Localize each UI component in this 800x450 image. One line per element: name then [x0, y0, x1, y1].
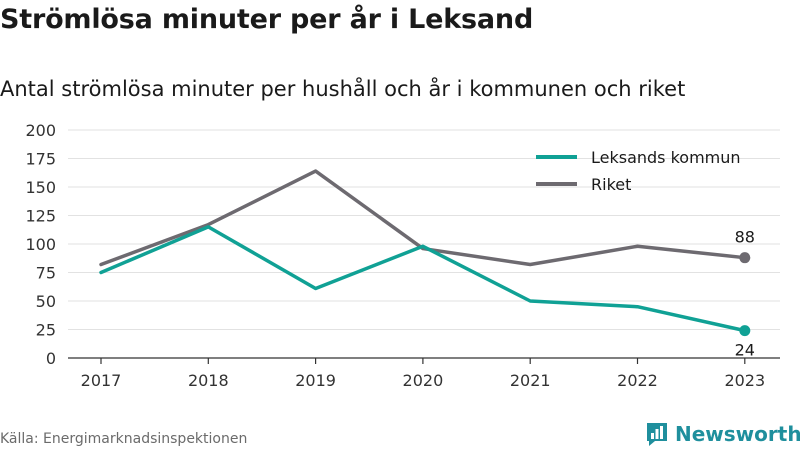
y-tick-label: 50: [36, 292, 56, 311]
x-tick-label: 2022: [617, 371, 658, 390]
y-tick-label: 175: [25, 150, 56, 169]
legend-label: Riket: [591, 175, 631, 194]
y-tick-label: 200: [25, 121, 56, 140]
x-tick-label: 2021: [510, 371, 551, 390]
x-tick-label: 2017: [81, 371, 122, 390]
legend-label: Leksands kommun: [591, 148, 741, 167]
y-tick-label: 100: [25, 235, 56, 254]
chart-subtitle: Antal strömlösa minuter per hushåll och …: [0, 77, 686, 101]
series-line-riket: [99, 169, 747, 267]
chart-title: Strömlösa minuter per år i Leksand: [0, 4, 534, 35]
x-tick-label: 2019: [295, 371, 336, 390]
y-tick-label: 125: [25, 207, 56, 226]
y-tick-label: 75: [36, 264, 56, 283]
x-tick-label: 2020: [403, 371, 444, 390]
x-tick-label: 2018: [188, 371, 229, 390]
brand-name: Newsworthy: [675, 422, 800, 446]
series-endpoints: 24 88: [735, 228, 755, 360]
end-value-label: 24: [735, 341, 755, 360]
y-tick-label: 25: [36, 321, 56, 340]
y-tick-label: 150: [25, 178, 56, 197]
gridlines: [68, 129, 780, 359]
bar-chart-logo-icon: [647, 423, 667, 446]
series-line-leksands-kommun: [99, 225, 747, 333]
series-lines: [99, 169, 747, 333]
source-note: Källa: Energimarknadsinspektionen: [0, 431, 248, 447]
legend: Leksands kommun Riket: [536, 148, 741, 194]
x-axis: 2017 2018 2019 2020 2021 2022 2023: [68, 357, 780, 390]
y-tick-label: 0: [46, 349, 56, 368]
end-point-marker: [739, 325, 751, 337]
y-axis-ticks: 0 25 50 75 100 125 150 175 200: [25, 121, 56, 368]
brand-logo[interactable]: Newsworthy: [645, 421, 800, 447]
end-value-label: 88: [735, 228, 755, 247]
end-point-marker: [739, 252, 751, 264]
x-tick-label: 2023: [724, 371, 765, 390]
